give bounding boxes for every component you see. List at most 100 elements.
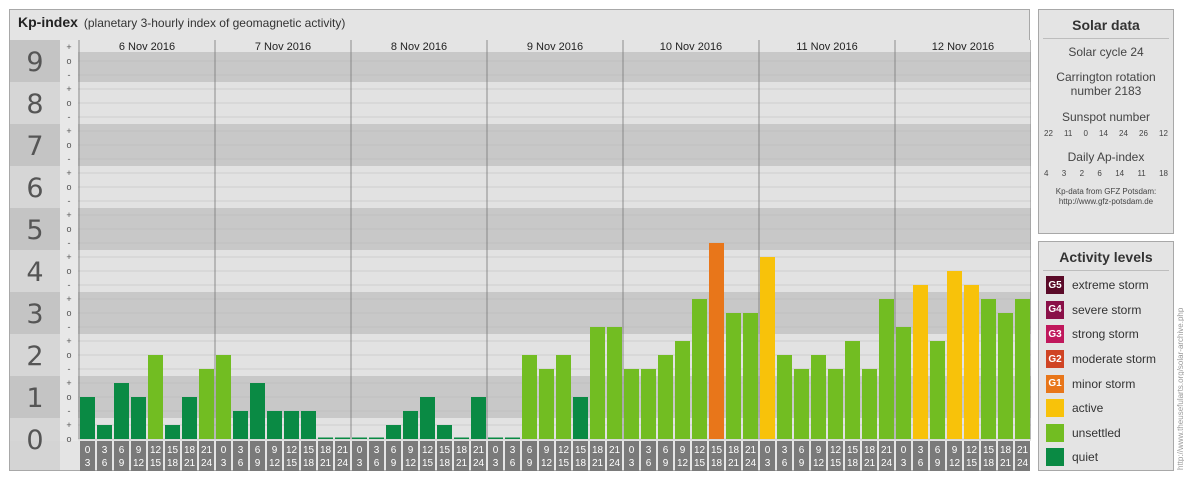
sunspot-value: 14 [1099,129,1108,138]
hour-label-end: 9 [391,458,397,469]
hour-label-bg [726,441,741,471]
hour-label-end: 12 [677,458,689,469]
hour-label-end: 21 [864,458,876,469]
kp-bar [1015,299,1030,439]
hour-label-bg [573,441,588,471]
kp-bar [964,284,979,439]
day-label: 11 Nov 2016 [796,41,858,53]
legend-label: active [1072,401,1104,416]
sub-tick-mark: o [66,182,71,192]
hour-label-start: 0 [221,445,227,456]
kp-bar [981,299,996,439]
hour-label-bg [233,441,248,471]
hour-label-start: 12 [558,445,570,456]
hour-label-start: 18 [184,445,196,456]
date-header [78,40,1031,52]
hour-label-bg [403,441,418,471]
kp-bar [80,397,95,439]
kp-bar [522,355,537,439]
hour-label-start: 3 [510,445,516,456]
sunspot-value: 11 [1064,129,1073,138]
sub-tick-mark: - [68,364,71,374]
hour-label-start: 0 [765,445,771,456]
hour-label-start: 12 [694,445,706,456]
hour-label-bg [828,441,843,471]
hour-label-start: 21 [473,445,485,456]
sub-tick-mark: + [66,252,71,262]
ap-title: Daily Ap-index [1067,150,1145,164]
hour-label-start: 15 [983,445,995,456]
legend-item-active: active [1039,396,1173,421]
legend-swatch: G3 [1046,325,1064,344]
hour-label-bg [335,441,350,471]
kp-bar [675,341,690,439]
hour-label-start: 18 [320,445,332,456]
y-tick-label: 1 [26,383,43,414]
hour-label-end: 3 [901,458,907,469]
hour-label-start: 15 [303,445,315,456]
solar-divider [1043,38,1169,39]
kp-bar-chart: o+0-o+1-o+2-o+3-o+4-o+5-o+6-o+7-o+8-o+9 6… [10,40,1031,471]
hour-label-end: 21 [592,458,604,469]
hour-label-bg [675,441,690,471]
legend-label: unsettled [1072,425,1121,440]
y-band-label-bg [10,292,60,334]
sub-tick-mark: + [66,42,71,52]
sub-tick-mark: - [68,154,71,164]
kp-bar [352,437,367,439]
hour-label-start: 0 [85,445,91,456]
ap-value: 14 [1115,169,1125,178]
sunspot-value: 24 [1119,129,1128,138]
hour-label-start: 18 [592,445,604,456]
hour-label-bg [658,441,673,471]
hour-label-end: 18 [711,458,723,469]
legend-item-quiet: quiet [1039,445,1173,470]
legend-item-minor-storm: G1 minor storm [1039,371,1173,396]
sub-tick-mark: o [66,224,71,234]
sub-tick-mark: - [68,280,71,290]
hour-label-start: 21 [745,445,757,456]
legend-label: quiet [1072,450,1099,465]
carrington-line2: number 2183 [1070,84,1142,98]
kp-bar [998,313,1013,439]
hour-label-end: 9 [799,458,805,469]
hour-label-start: 12 [286,445,298,456]
hour-label-end: 6 [510,458,516,469]
legend-swatch [1046,448,1064,467]
hour-label-bg [947,441,962,471]
hour-label-start: 18 [864,445,876,456]
hour-label-bg [369,441,384,471]
hour-label-bg [182,441,197,471]
hour-label-bg [454,441,469,471]
sub-tick-mark: - [68,112,71,122]
hour-label-start: 9 [136,445,142,456]
hour-label-end: 15 [558,458,570,469]
sunspot-value: 22 [1044,129,1053,138]
hour-label-bg [250,441,265,471]
hour-label-bg [845,441,860,471]
kp-bar [743,313,758,439]
hour-label-bg [352,441,367,471]
kp-chart-panel: Kp-index (planetary 3-hourly index of geo… [9,9,1031,471]
y-band-label-bg [10,376,60,418]
kp-bar [182,397,197,439]
hour-label-bg [777,441,792,471]
kp-bar [199,368,214,439]
sub-tick-mark: o [66,308,71,318]
kp-bar [403,410,418,439]
hour-label-end: 18 [847,458,859,469]
sub-tick-mark: + [66,336,71,346]
sub-tick-mark: + [66,84,71,94]
hour-label-start: 12 [830,445,842,456]
day-label: 8 Nov 2016 [391,41,447,53]
hour-label-end: 3 [85,458,91,469]
hour-label-end: 18 [575,458,587,469]
kp-bar [573,397,588,439]
hour-label-bg [505,441,520,471]
hour-label-start: 18 [728,445,740,456]
hour-label-end: 3 [765,458,771,469]
kp-bar [658,355,673,439]
y-band-label-bg [10,334,60,376]
hour-label-bg [998,441,1013,471]
y-band [78,418,1031,441]
